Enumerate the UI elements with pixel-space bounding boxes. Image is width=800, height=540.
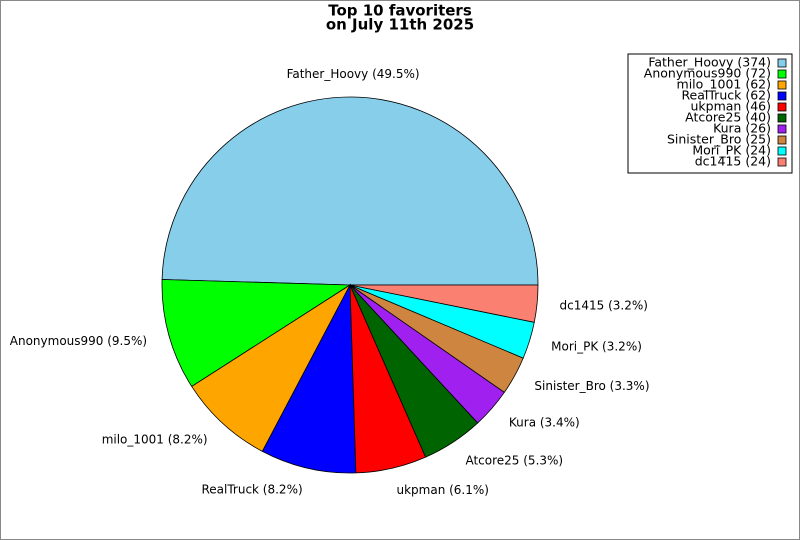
- legend-swatch: [777, 69, 787, 79]
- slice-label: Anonymous990 (9.5%): [10, 334, 147, 348]
- chart-title: on July 11th 2025: [326, 16, 474, 34]
- pie-slice: [161, 279, 352, 388]
- legend-label: Sinister_Bro (25): [667, 132, 771, 147]
- legend-swatch: [777, 58, 787, 68]
- slice-label: RealTruck (8.2%): [201, 483, 302, 497]
- legend-swatch: [777, 157, 787, 167]
- pie-slice: [261, 283, 357, 474]
- legend-label: Kura (26): [713, 121, 771, 136]
- legend-box: [627, 53, 793, 174]
- legend-swatch: [777, 80, 787, 90]
- slice-label: ukpman (6.1%): [396, 483, 488, 497]
- legend-label: Mori_PK (24): [692, 143, 771, 158]
- slice-label: Mori_PK (3.2%): [551, 340, 642, 354]
- pie-slice: [191, 283, 352, 452]
- legend-swatch: [777, 91, 787, 101]
- legend-label: Father_Hoovy (374): [648, 55, 771, 70]
- legend-label: milo_1001 (62): [677, 77, 771, 92]
- slice-label: dc1415 (3.2%): [560, 298, 648, 312]
- pie-slice: [349, 284, 539, 323]
- slice-label: milo_1001 (8.2%): [102, 433, 208, 447]
- legend-swatch: [777, 135, 787, 145]
- slice-label: Atcore25 (5.3%): [465, 454, 563, 468]
- pie-slice: [161, 96, 539, 286]
- slice-label: Father_Hoovy (49.5%): [287, 67, 420, 81]
- legend-label: Anonymous990 (72): [644, 66, 771, 81]
- legend-swatch: [777, 102, 787, 112]
- slice-label: Kura (3.4%): [509, 416, 580, 430]
- legend-swatch: [777, 146, 787, 156]
- legend-label: RealTruck (62): [681, 88, 771, 103]
- legend-label: ukpman (46): [691, 99, 772, 114]
- chart-title: Top 10 favoriters: [328, 2, 472, 20]
- slice-label: Sinister_Bro (3.3%): [534, 379, 649, 393]
- legend-swatch: [777, 124, 787, 134]
- legend-label: Atcore25 (40): [685, 110, 771, 125]
- legend-swatch: [777, 113, 787, 123]
- legend-label: dc1415 (24): [695, 154, 771, 169]
